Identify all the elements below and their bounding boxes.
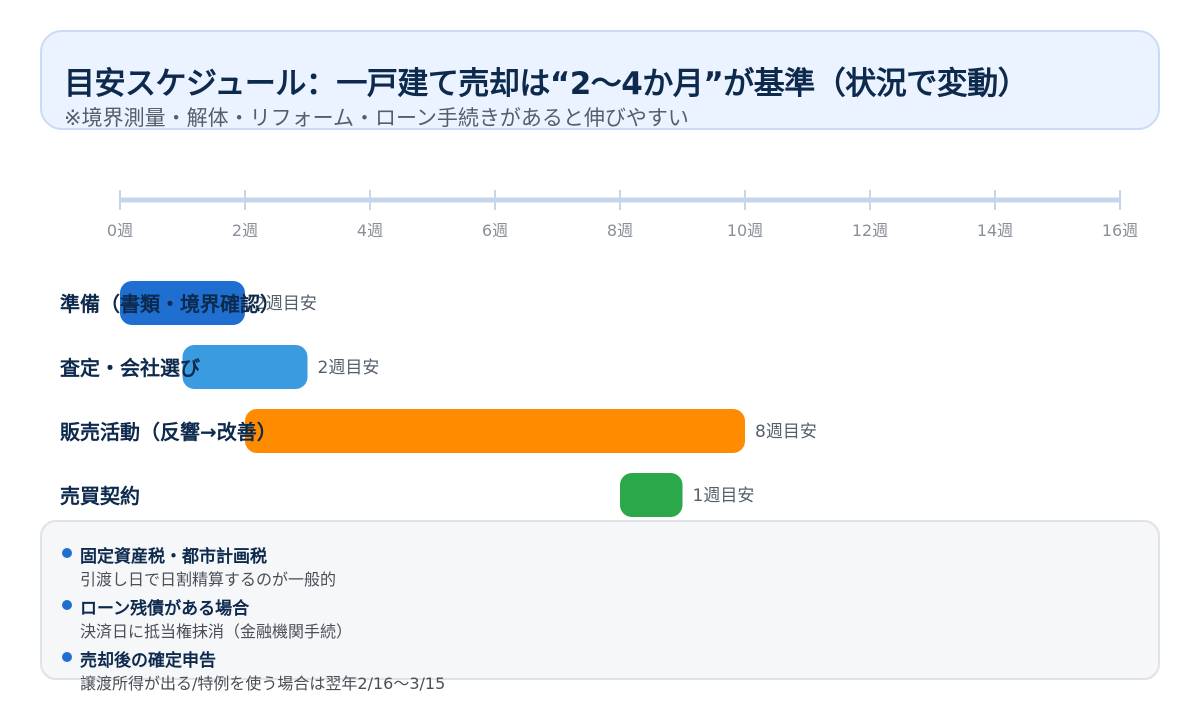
note-title: 固定資産税・都市計画税 [80, 547, 267, 567]
task-bar [120, 281, 245, 325]
task-label: 準備（書類・境界確認） [60, 292, 280, 316]
x-tick-label: 6週 [482, 221, 508, 240]
page-subtitle: ※境界測量・解体・リフォーム・ローン手続きがあると伸びやすい [64, 106, 689, 130]
x-tick-label: 10週 [727, 221, 763, 240]
task-label: 売買契約 [60, 484, 140, 508]
x-tick-label: 4週 [357, 221, 383, 240]
x-tick-label: 0週 [107, 221, 133, 240]
note-body: 決済日に抵当権抹消（金融機関手続） [80, 622, 353, 641]
bullet-dot-icon [62, 652, 72, 662]
note-body: 譲渡所得が出る/特例を使う場合は翌年2/16〜3/15 [80, 674, 446, 693]
task-duration-label: 1週目安 [693, 486, 755, 506]
page-title: 目安スケジュール：一戸建て売却は“2〜4か月”が基準（状況で変動） [64, 66, 1029, 102]
note-title: ローン残債がある場合 [80, 599, 250, 619]
x-tick-label: 16週 [1102, 221, 1138, 240]
task-bar [182, 345, 308, 389]
bullet-dot-icon [62, 548, 72, 558]
note-body: 引渡し日で日割精算するのが一般的 [80, 570, 337, 589]
task-duration-label: 2週目安 [318, 358, 380, 378]
task-bar [245, 409, 745, 453]
task-bar [620, 473, 683, 517]
task-duration-label: 8週目安 [755, 422, 817, 442]
task-label: 販売活動（反響→改善） [60, 420, 277, 444]
notes-panel: 固定資産税・都市計画税 引渡し日で日割精算するのが一般的 ローン残債がある場合 … [40, 520, 1160, 693]
bullet-dot-icon [62, 600, 72, 610]
gantt-chart: 0週 2週 4週 6週 8週 10週 12週 14週 16週2週目安準備（書類・境界確認）2週目… [60, 190, 1138, 517]
x-tick-label: 8週 [607, 221, 633, 240]
x-tick-label: 2週 [232, 221, 258, 240]
x-tick-label: 14週 [977, 221, 1013, 240]
note-title: 売却後の確定申告 [80, 651, 216, 671]
task-label: 査定・会社選び [60, 356, 201, 380]
task-duration-label: 2週目安 [255, 294, 317, 314]
header-banner: 目安スケジュール：一戸建て売却は“2〜4か月”が基準（状況で変動） ※境界測量・… [40, 30, 1160, 130]
x-tick-label: 12週 [852, 221, 888, 240]
